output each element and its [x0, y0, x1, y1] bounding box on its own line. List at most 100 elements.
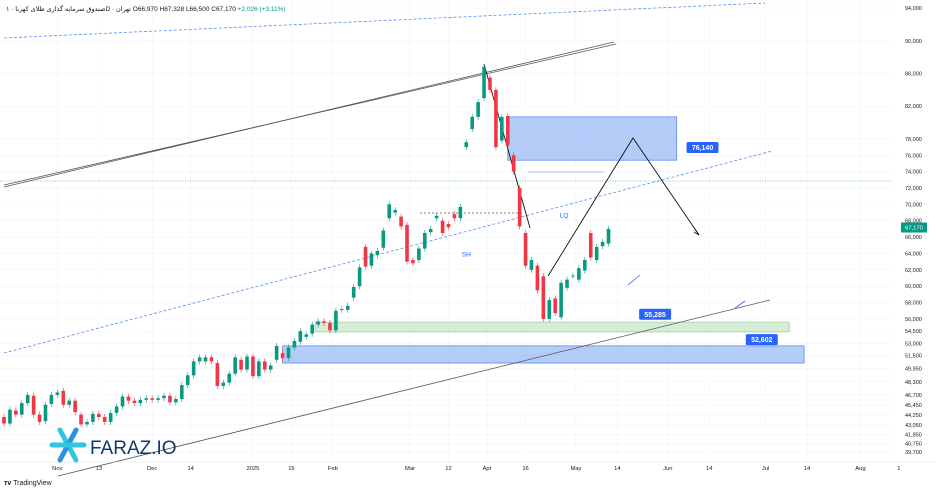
- candle-body[interactable]: [304, 334, 309, 337]
- price-tag-box[interactable]: [686, 141, 719, 153]
- candle-body[interactable]: [91, 413, 95, 422]
- candle-body[interactable]: [577, 268, 581, 280]
- candle-body[interactable]: [606, 228, 611, 244]
- candle-body[interactable]: [55, 392, 60, 395]
- candle-body[interactable]: [505, 116, 510, 146]
- symbol-legend[interactable]: صندوق سرمایه گذاری طلای کهربا · ۱D · تهر…: [6, 5, 286, 13]
- candle-body[interactable]: [79, 414, 83, 425]
- candle-body[interactable]: [292, 340, 297, 348]
- candle-body[interactable]: [411, 259, 415, 264]
- candle-body[interactable]: [381, 230, 386, 248]
- candle-body[interactable]: [97, 413, 101, 418]
- candle-body[interactable]: [245, 356, 249, 370]
- candle-body[interactable]: [8, 409, 12, 424]
- candle-body[interactable]: [600, 241, 605, 247]
- mid-dashed-channel[interactable]: [3, 150, 773, 354]
- candle-body[interactable]: [37, 414, 42, 422]
- candle-body[interactable]: [31, 395, 36, 415]
- candle-body[interactable]: [511, 155, 516, 172]
- candle-body[interactable]: [203, 357, 208, 362]
- candle-body[interactable]: [120, 396, 125, 407]
- x-axis[interactable]: Nov 13 Dec 14 2025 15 Feb Mar 12 Apr 16 May 14 Jun 14 J…: [0, 461, 936, 472]
- candle-body[interactable]: [482, 66, 486, 99]
- candle-body[interactable]: [268, 365, 273, 370]
- candle-body[interactable]: [571, 275, 575, 277]
- candle-body[interactable]: [19, 403, 24, 415]
- candle-body[interactable]: [191, 361, 196, 376]
- zone-box[interactable]: [507, 116, 678, 161]
- candle-body[interactable]: [345, 305, 350, 310]
- candle-body[interactable]: [102, 417, 107, 422]
- candle-body[interactable]: [523, 233, 528, 266]
- candle-body[interactable]: [144, 398, 149, 400]
- candle-body[interactable]: [399, 216, 403, 227]
- candle-body[interactable]: [138, 399, 143, 404]
- candle-body[interactable]: [233, 357, 237, 374]
- candle-body[interactable]: [446, 224, 451, 228]
- candle-body[interactable]: [565, 279, 569, 288]
- candle-body[interactable]: [286, 347, 291, 359]
- candle-body[interactable]: [274, 345, 279, 360]
- candle-body[interactable]: [209, 357, 214, 362]
- candle-body[interactable]: [494, 89, 498, 148]
- candle-body[interactable]: [25, 394, 30, 404]
- candle-body[interactable]: [340, 309, 344, 311]
- candle-body[interactable]: [393, 210, 397, 213]
- candle-body[interactable]: [541, 276, 546, 319]
- candle-body[interactable]: [43, 404, 48, 422]
- candle-body[interactable]: [197, 357, 202, 362]
- candle-body[interactable]: [583, 259, 587, 271]
- candle-body[interactable]: [559, 282, 563, 318]
- candle-body[interactable]: [150, 398, 154, 400]
- candle-body[interactable]: [375, 250, 380, 256]
- candle-body[interactable]: [316, 321, 320, 325]
- candle-body[interactable]: [529, 259, 534, 270]
- candle-body[interactable]: [298, 331, 303, 342]
- candle-body[interactable]: [49, 394, 54, 404]
- price-tag-box[interactable]: [639, 308, 672, 320]
- candle-body[interactable]: [405, 224, 409, 262]
- candle-body[interactable]: [363, 246, 368, 267]
- candle-body[interactable]: [280, 353, 285, 359]
- y-axis[interactable]: 39,700 40,750 41,850 43,050 44,250 45,450 46,7…: [893, 0, 936, 474]
- candle-body[interactable]: [535, 265, 540, 291]
- candle-body[interactable]: [387, 204, 392, 219]
- tradingview-footer[interactable]: ᴛᴠ TradingView: [4, 480, 52, 487]
- candle-body[interactable]: [440, 220, 445, 233]
- candle-body[interactable]: [417, 248, 421, 260]
- candle-body[interactable]: [14, 410, 18, 415]
- candle-body[interactable]: [357, 267, 362, 287]
- candle-body[interactable]: [221, 382, 226, 386]
- top-dashed-line[interactable]: [3, 2, 766, 39]
- candle-body[interactable]: [452, 214, 457, 219]
- candle-body[interactable]: [156, 398, 160, 400]
- candle-body[interactable]: [168, 395, 172, 403]
- candle-body[interactable]: [328, 322, 332, 331]
- upper-channel-line-2[interactable]: [3, 43, 617, 186]
- candle-body[interactable]: [422, 233, 427, 249]
- candle-body[interactable]: [2, 417, 6, 424]
- candle-body[interactable]: [322, 321, 326, 323]
- drop-line[interactable]: [483, 63, 531, 229]
- candle-body[interactable]: [61, 390, 66, 405]
- candle-body[interactable]: [180, 385, 184, 400]
- candle-body[interactable]: [174, 399, 178, 403]
- candle-body[interactable]: [162, 395, 166, 399]
- candle-body[interactable]: [428, 228, 433, 233]
- candle-body[interactable]: [126, 396, 131, 401]
- candle-body[interactable]: [500, 116, 504, 141]
- candle-body[interactable]: [334, 310, 338, 331]
- candle-body[interactable]: [464, 142, 469, 148]
- candle-body[interactable]: [434, 215, 439, 219]
- candle-body[interactable]: [239, 359, 243, 370]
- candle-body[interactable]: [488, 77, 492, 90]
- candle-body[interactable]: [85, 421, 89, 425]
- candle-body[interactable]: [588, 233, 593, 258]
- projection-path[interactable]: [547, 137, 700, 277]
- candle-body[interactable]: [108, 412, 113, 422]
- candle-body[interactable]: [185, 375, 190, 386]
- zone-box[interactable]: [282, 345, 805, 364]
- candle-body[interactable]: [67, 400, 71, 405]
